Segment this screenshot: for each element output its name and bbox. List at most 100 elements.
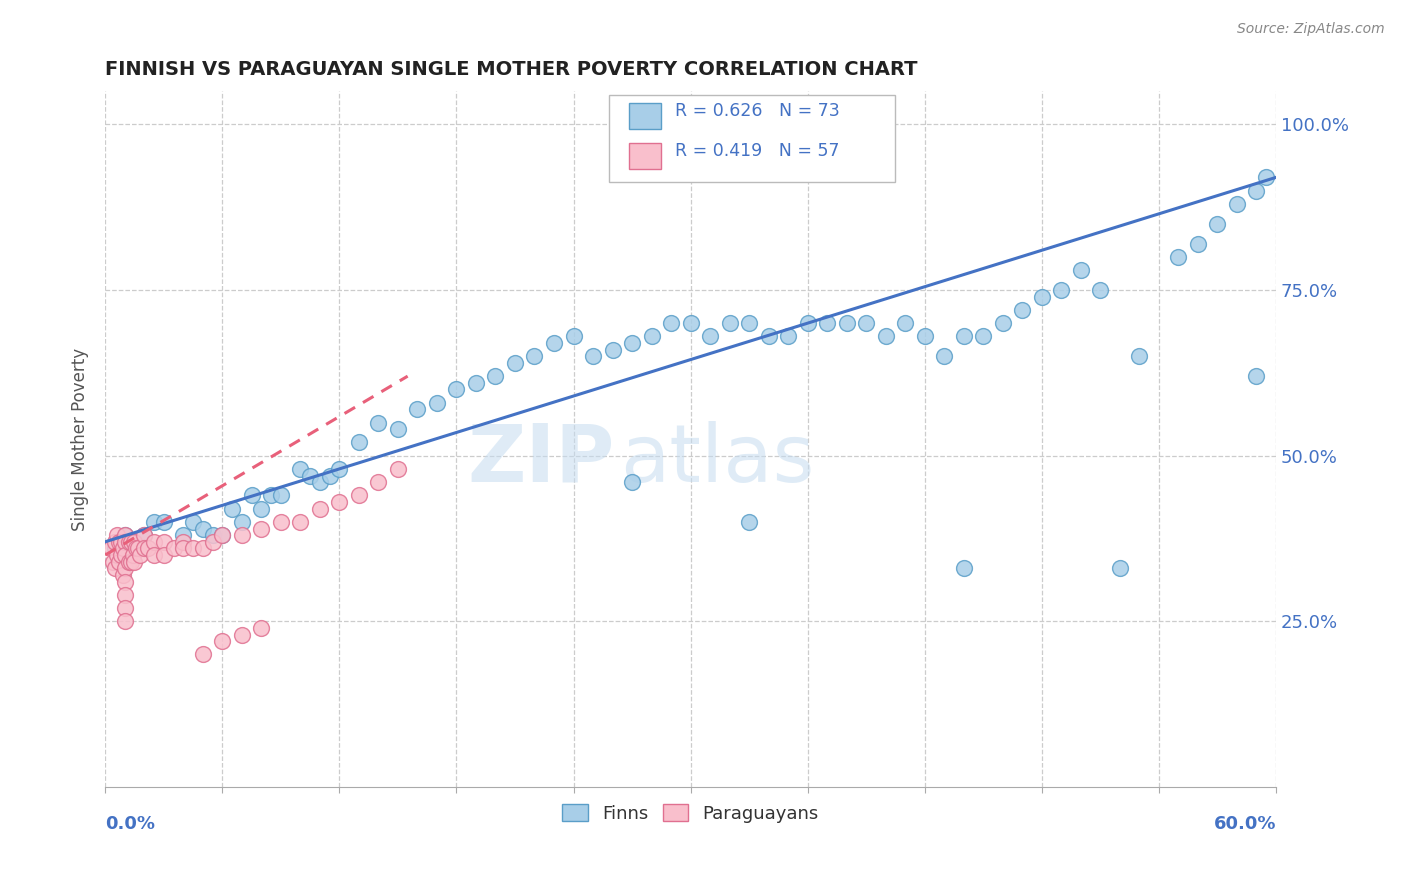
Point (659, 316, 682, 330)
Point (120, 555, 142, 569)
Point (114, 528, 136, 542)
Point (1128, 349, 1150, 363)
Point (172, 541, 194, 556)
Point (111, 568, 134, 582)
Text: 60.0%: 60.0% (1213, 814, 1277, 833)
Point (602, 343, 624, 357)
Point (181, 515, 204, 529)
Point (104, 534, 127, 549)
Point (134, 528, 156, 542)
Point (815, 316, 838, 330)
Point (172, 528, 194, 542)
Point (162, 541, 184, 556)
Point (105, 548, 128, 562)
Point (347, 435, 370, 450)
Point (104, 561, 127, 575)
Point (270, 488, 292, 502)
Point (152, 515, 174, 529)
Point (543, 336, 565, 351)
Point (201, 528, 224, 542)
Point (201, 534, 224, 549)
Point (1031, 290, 1053, 304)
Point (796, 316, 818, 330)
Text: R = 0.419   N = 57: R = 0.419 N = 57 (675, 143, 839, 161)
Point (231, 515, 253, 529)
Point (855, 316, 877, 330)
Point (952, 329, 974, 343)
Point (446, 383, 468, 397)
Point (114, 615, 136, 629)
Text: R = 0.626   N = 73: R = 0.626 N = 73 (675, 103, 841, 120)
Point (143, 548, 166, 562)
Point (914, 329, 936, 343)
Point (328, 495, 350, 509)
Point (143, 534, 166, 549)
Point (270, 515, 292, 529)
Point (328, 462, 350, 476)
Point (1206, 217, 1229, 231)
Text: FINNISH VS PARAGUAYAN SINGLE MOTHER POVERTY CORRELATION CHART: FINNISH VS PARAGUAYAN SINGLE MOTHER POVE… (105, 60, 918, 78)
Point (1246, 369, 1268, 384)
Point (172, 534, 194, 549)
Point (124, 534, 146, 549)
Text: ZIP: ZIP (467, 421, 614, 499)
Point (484, 369, 506, 384)
Y-axis label: Single Mother Poverty: Single Mother Poverty (72, 348, 89, 531)
Point (120, 534, 142, 549)
Point (240, 488, 263, 502)
Point (1187, 236, 1209, 251)
Point (124, 555, 146, 569)
Point (1011, 302, 1033, 317)
Point (778, 329, 800, 343)
Point (465, 376, 488, 390)
Point (523, 349, 546, 363)
Point (110, 534, 132, 549)
Point (136, 541, 159, 556)
Point (117, 534, 139, 549)
Text: 0.0%: 0.0% (105, 814, 155, 833)
FancyBboxPatch shape (628, 103, 661, 129)
Legend: Finns, Paraguayans: Finns, Paraguayans (555, 797, 825, 830)
Point (152, 548, 174, 562)
Point (406, 402, 429, 417)
Point (894, 316, 917, 330)
Point (114, 548, 136, 562)
Point (934, 349, 956, 363)
Point (191, 541, 214, 556)
Point (621, 336, 644, 351)
Point (211, 528, 233, 542)
Point (250, 501, 273, 516)
Point (152, 534, 174, 549)
Point (124, 534, 146, 549)
Point (1070, 263, 1092, 277)
Point (114, 534, 136, 549)
Point (1090, 283, 1112, 297)
Point (640, 329, 662, 343)
Point (1226, 197, 1249, 211)
Point (108, 534, 131, 549)
Point (562, 329, 585, 343)
Point (290, 462, 312, 476)
Point (699, 329, 721, 343)
Point (114, 528, 136, 542)
Point (387, 422, 409, 436)
Point (250, 522, 273, 536)
Text: Source: ZipAtlas.com: Source: ZipAtlas.com (1237, 22, 1385, 37)
Point (125, 541, 148, 556)
Point (621, 475, 644, 490)
Point (114, 561, 136, 575)
Point (211, 528, 233, 542)
Point (738, 316, 761, 330)
Point (308, 475, 330, 490)
Point (191, 522, 214, 536)
Point (105, 528, 128, 542)
Point (111, 541, 134, 556)
Point (143, 515, 166, 529)
Point (231, 627, 253, 641)
Point (211, 634, 233, 648)
Point (738, 515, 761, 529)
Point (127, 541, 149, 556)
Point (318, 468, 340, 483)
Point (875, 329, 897, 343)
Point (104, 541, 127, 556)
